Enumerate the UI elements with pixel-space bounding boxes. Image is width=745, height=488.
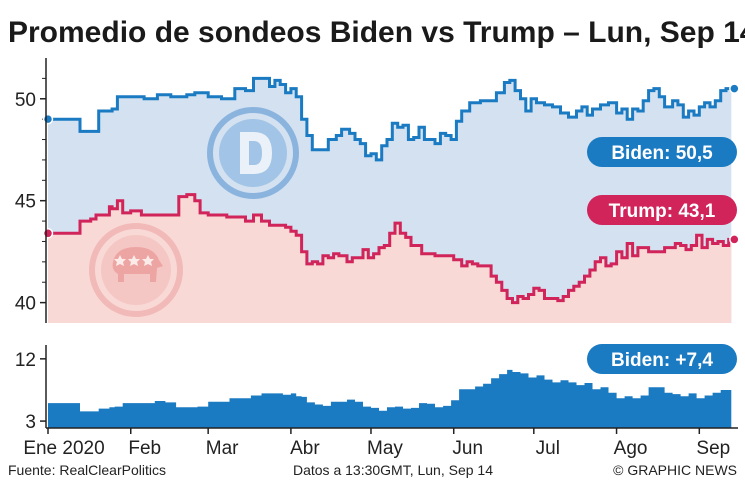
x-tick-label-2: Mar [206,438,239,459]
top-y-ticks: 40 45 50 [15,90,46,315]
republican-logo-icon [89,223,183,317]
biden-line [48,76,732,162]
y-tick-label-50: 50 [15,90,36,111]
trump-start-point [42,228,54,239]
margin-y-tick-label-3: 3 [25,412,36,433]
x-tick-label-5: Jun [452,438,483,459]
x-tick-label-8: Sep [696,438,730,459]
trump-label-text: Trump: 43,1 [609,201,716,222]
x-tick-label-4: May [367,438,403,459]
top-panel: 40 45 50 Biden: 50,5 Trump: 43,1 [15,58,740,324]
footer-date: Datos a 13:30GMT, Lun, Sep 14 [293,462,493,478]
biden-start-point [42,113,54,125]
y-tick-label-40: 40 [15,294,36,315]
bottom-y-ticks: 3 12 [15,350,46,433]
margin-label-text: Biden: +7,4 [611,350,713,371]
trump-line [48,193,732,305]
x-tick-label-6: Jul [536,438,560,459]
x-tick-label-7: Ago [614,438,648,459]
trump-label: Trump: 43,1 [587,195,737,225]
margin-label: Biden: +7,4 [587,344,737,374]
trump-end-point [729,234,740,245]
trump-area [48,194,732,323]
footer-credit: © GRAPHIC NEWS [613,462,737,478]
biden-label-text: Biden: 50,5 [611,143,713,164]
x-ticks: Ene 2020 Feb Mar Abr May Jun Jul Ago Sep [23,428,730,459]
chart-title: Promedio de sondeos Biden vs Trump – Lun… [8,16,745,49]
x-tick-label-3: Abr [290,438,320,459]
y-tick-label-45: 45 [15,192,36,213]
x-tick-label-1: Feb [128,438,161,459]
biden-end-point [729,83,740,94]
biden-label: Biden: 50,5 [587,137,737,167]
democrat-logo-icon [207,107,299,199]
top-gridlines [42,77,46,283]
footer-source: Fuente: RealClearPolitics [8,462,166,478]
x-tick-label-0: Ene 2020 [23,438,104,459]
bottom-panel: 3 12 Biden: +7,4 [15,344,737,433]
margin-y-tick-label-12: 12 [15,350,36,371]
margin-area [48,369,732,428]
